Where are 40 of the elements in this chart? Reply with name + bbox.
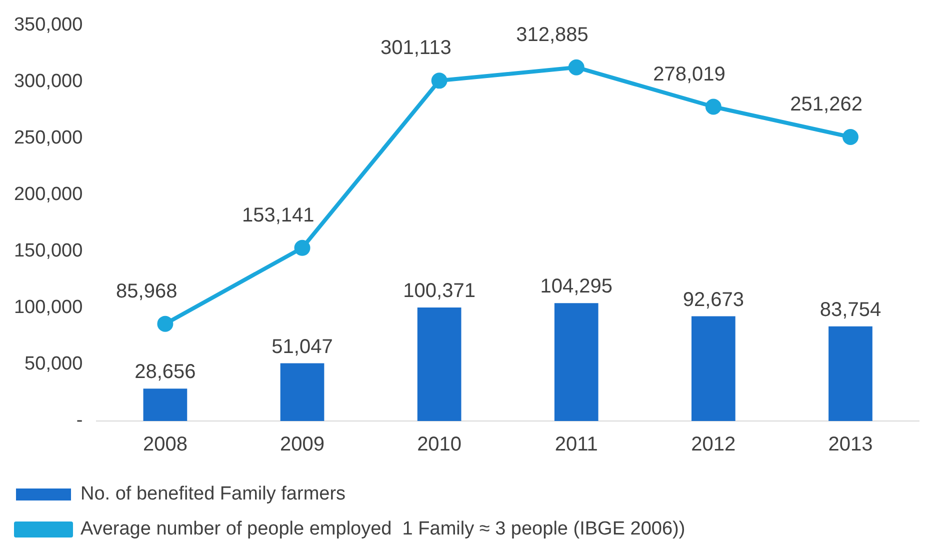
legend-label: No. of benefited Family farmers [80,484,346,505]
x-tick-label: 2009 [280,434,325,456]
y-tick-label: - [76,410,83,432]
data-label: 251,262 [790,94,862,116]
bar [554,303,598,421]
data-label: 104,295 [540,276,613,298]
bar [417,308,462,421]
data-label: 92,673 [682,288,744,311]
point [431,72,448,89]
y-tick-label: 350,000 [14,14,83,36]
data-label: 51,047 [272,336,333,358]
y-tick-label: 150,000 [14,240,83,262]
data-label: 153,141 [242,204,314,226]
data-label: 28,656 [134,361,196,384]
point [568,59,584,76]
point [294,240,310,256]
y-tick-label: 250,000 [14,128,83,149]
data-label: 100,371 [403,280,476,302]
data-label: 312,885 [516,24,588,46]
x-tick-label: 2010 [417,434,462,456]
bar [143,388,188,421]
x-tick-label: 2012 [691,434,736,456]
bar [280,363,324,421]
y-tick-label: 200,000 [14,184,83,206]
point [842,129,858,145]
y-tick-label: 50,000 [24,354,83,375]
data-label: 85,968 [116,280,178,302]
y-tick-label: 100,000 [14,297,83,318]
y-tick-label: 300,000 [14,71,83,92]
x-tick-label: 2008 [142,434,188,456]
x-tick-label: 2013 [828,434,873,456]
bar [828,326,872,421]
x-tick-label: 2011 [554,434,598,456]
bar [691,316,736,421]
legend-label: Average number of people employed 1 Family ≈ 3 people (IBGE 2006)) [80,518,686,540]
data-label: 278,019 [653,63,726,86]
data-label: 83,754 [820,298,882,321]
point [705,98,722,115]
data-label: 301,113 [380,37,452,60]
point [157,316,174,332]
